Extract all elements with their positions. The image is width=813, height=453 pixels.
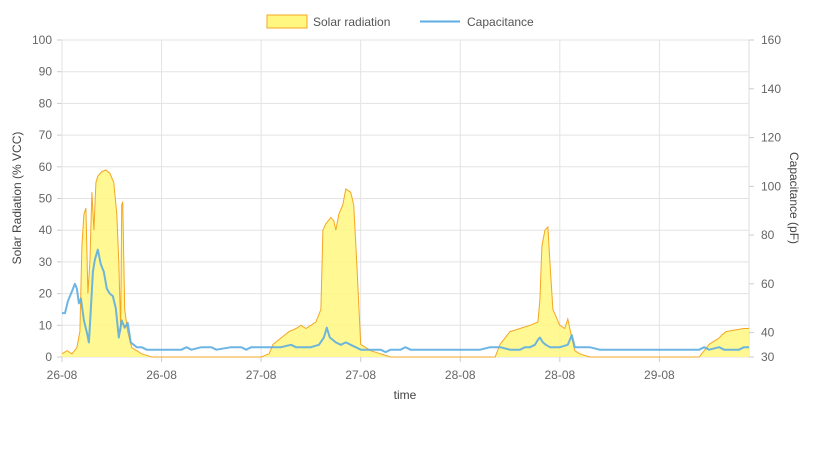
y-tick-right: 80 <box>761 228 775 242</box>
y-tick-right: 40 <box>761 326 775 340</box>
x-tick: 26-08 <box>47 368 78 382</box>
x-axis-title: time <box>394 388 417 402</box>
y-tick-right: 100 <box>761 179 781 193</box>
y-tick-left: 30 <box>39 255 53 269</box>
y-tick-right: 160 <box>761 33 781 47</box>
plot-area <box>61 169 749 358</box>
y-axis-right-title: Capacitance (pF) <box>787 152 801 244</box>
y-tick-right: 60 <box>761 277 775 291</box>
series-line-capacitance <box>62 248 749 354</box>
x-tick: 27-08 <box>246 368 277 382</box>
y-tick-left: 90 <box>39 65 53 79</box>
x-tick: 26-08 <box>146 368 177 382</box>
y-tick-left: 10 <box>39 318 53 332</box>
y-tick-left: 20 <box>39 287 53 301</box>
y-tick-left: 60 <box>39 160 53 174</box>
x-tick: 29-08 <box>644 368 675 382</box>
legend: Solar radiation Capacitance <box>266 14 534 29</box>
axis-ticks: 0 10 20 30 40 50 60 70 80 90 100 30 40 60 80 100 120 140 1… <box>32 33 781 382</box>
grid <box>57 39 754 362</box>
x-tick: 28-08 <box>544 368 575 382</box>
y-tick-left: 80 <box>39 96 53 110</box>
y-tick-right: 140 <box>761 82 781 96</box>
y-tick-left: 40 <box>39 223 53 237</box>
legend-label-solar-radiation[interactable]: Solar radiation <box>313 15 390 29</box>
legend-label-capacitance[interactable]: Capacitance <box>467 15 534 29</box>
y-tick-left: 70 <box>39 128 53 142</box>
x-tick: 27-08 <box>345 368 376 382</box>
y-tick-right: 120 <box>761 131 781 145</box>
y-tick-left: 50 <box>39 192 53 206</box>
x-tick: 28-08 <box>445 368 476 382</box>
series-line-solar-radiation <box>61 169 749 358</box>
legend-swatch-solar-radiation[interactable] <box>266 14 308 29</box>
y-tick-left: 0 <box>45 350 52 364</box>
y-tick-right: 30 <box>761 350 775 364</box>
y-tick-left: 100 <box>32 33 52 47</box>
y-axis-left-title: Solar Radiation (% VCC) <box>10 132 24 265</box>
